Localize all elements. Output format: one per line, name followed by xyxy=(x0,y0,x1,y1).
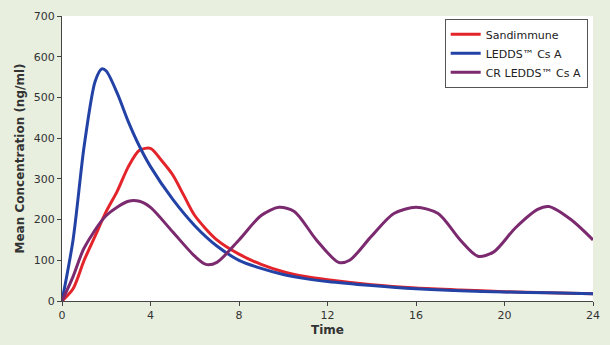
svg-text:8: 8 xyxy=(236,309,243,322)
svg-text:20: 20 xyxy=(498,309,512,322)
svg-text:400: 400 xyxy=(34,132,55,145)
svg-text:300: 300 xyxy=(34,173,55,186)
svg-text:CR LEDDS™ Cs A: CR LEDDS™ Cs A xyxy=(486,67,581,80)
svg-text:0: 0 xyxy=(48,295,55,308)
svg-text:600: 600 xyxy=(34,51,55,64)
svg-text:500: 500 xyxy=(34,91,55,104)
svg-text:4: 4 xyxy=(147,309,154,322)
svg-text:Sandimmune: Sandimmune xyxy=(486,29,559,42)
svg-text:Time: Time xyxy=(311,323,344,337)
svg-text:200: 200 xyxy=(34,213,55,226)
svg-text:16: 16 xyxy=(409,309,423,322)
svg-text:Mean Concentration (ng/ml): Mean Concentration (ng/ml) xyxy=(13,64,27,254)
svg-text:24: 24 xyxy=(586,309,600,322)
svg-text:LEDDS™ Cs A: LEDDS™ Cs A xyxy=(486,48,562,61)
svg-text:0: 0 xyxy=(59,309,66,322)
svg-text:100: 100 xyxy=(34,254,55,267)
svg-text:700: 700 xyxy=(34,10,55,23)
svg-text:12: 12 xyxy=(321,309,335,322)
